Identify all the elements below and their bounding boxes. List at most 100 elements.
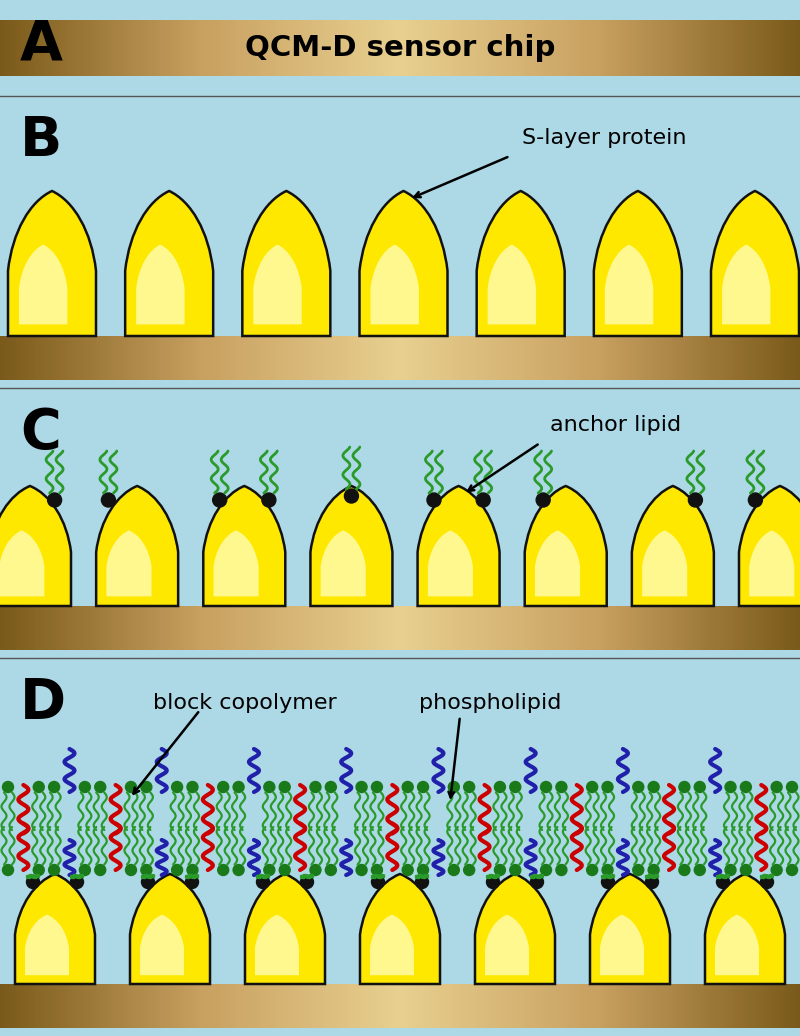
Circle shape <box>541 864 551 875</box>
Circle shape <box>371 864 382 875</box>
Circle shape <box>448 864 459 875</box>
PathPatch shape <box>370 915 414 975</box>
Circle shape <box>326 864 336 875</box>
Circle shape <box>648 781 659 793</box>
Circle shape <box>648 864 659 875</box>
PathPatch shape <box>125 191 213 336</box>
Circle shape <box>679 864 690 875</box>
PathPatch shape <box>106 530 151 597</box>
PathPatch shape <box>590 874 670 984</box>
PathPatch shape <box>722 244 770 324</box>
Circle shape <box>94 781 106 793</box>
Circle shape <box>218 864 229 875</box>
Circle shape <box>486 875 499 889</box>
Circle shape <box>49 864 60 875</box>
Circle shape <box>279 781 290 793</box>
Circle shape <box>171 781 182 793</box>
PathPatch shape <box>96 486 178 606</box>
Circle shape <box>262 493 276 507</box>
Circle shape <box>749 493 762 507</box>
Circle shape <box>187 864 198 875</box>
Circle shape <box>371 781 382 793</box>
PathPatch shape <box>605 244 654 324</box>
PathPatch shape <box>600 915 644 975</box>
Circle shape <box>126 781 137 793</box>
Circle shape <box>70 875 83 889</box>
Circle shape <box>371 875 385 889</box>
PathPatch shape <box>359 191 447 336</box>
Circle shape <box>2 781 14 793</box>
PathPatch shape <box>715 915 759 975</box>
Circle shape <box>279 864 290 875</box>
Circle shape <box>761 875 774 889</box>
Circle shape <box>2 864 14 875</box>
PathPatch shape <box>535 530 580 597</box>
Circle shape <box>415 875 429 889</box>
Circle shape <box>786 781 798 793</box>
Text: anchor lipid: anchor lipid <box>550 415 681 435</box>
Circle shape <box>257 875 270 889</box>
Circle shape <box>126 864 137 875</box>
Circle shape <box>264 781 275 793</box>
PathPatch shape <box>8 191 96 336</box>
PathPatch shape <box>477 191 565 336</box>
Text: D: D <box>20 677 66 730</box>
Text: block copolymer: block copolymer <box>153 693 337 713</box>
Circle shape <box>301 875 314 889</box>
Circle shape <box>494 864 506 875</box>
Circle shape <box>586 864 598 875</box>
Circle shape <box>740 864 751 875</box>
PathPatch shape <box>525 486 606 606</box>
Circle shape <box>586 781 598 793</box>
Circle shape <box>310 781 321 793</box>
PathPatch shape <box>214 530 258 597</box>
Circle shape <box>142 875 154 889</box>
PathPatch shape <box>485 915 529 975</box>
PathPatch shape <box>255 915 299 975</box>
Circle shape <box>34 864 44 875</box>
Circle shape <box>102 493 115 507</box>
Circle shape <box>541 781 551 793</box>
Circle shape <box>530 875 543 889</box>
Circle shape <box>233 781 244 793</box>
PathPatch shape <box>130 874 210 984</box>
Circle shape <box>213 493 226 507</box>
Circle shape <box>536 493 550 507</box>
Circle shape <box>345 489 358 503</box>
Circle shape <box>633 864 644 875</box>
Circle shape <box>26 875 39 889</box>
PathPatch shape <box>488 244 536 324</box>
Circle shape <box>464 781 474 793</box>
PathPatch shape <box>321 530 366 597</box>
PathPatch shape <box>632 486 714 606</box>
PathPatch shape <box>0 530 44 597</box>
Circle shape <box>771 864 782 875</box>
Circle shape <box>464 864 474 875</box>
Text: phospholipid: phospholipid <box>419 693 561 713</box>
Circle shape <box>418 781 429 793</box>
Circle shape <box>646 875 658 889</box>
Circle shape <box>187 781 198 793</box>
Circle shape <box>694 781 706 793</box>
Circle shape <box>171 864 182 875</box>
Circle shape <box>679 781 690 793</box>
PathPatch shape <box>25 915 69 975</box>
Circle shape <box>633 781 644 793</box>
Circle shape <box>448 781 459 793</box>
PathPatch shape <box>310 486 393 606</box>
Circle shape <box>494 781 506 793</box>
PathPatch shape <box>370 244 419 324</box>
Circle shape <box>427 493 441 507</box>
Circle shape <box>94 864 106 875</box>
PathPatch shape <box>0 486 71 606</box>
Circle shape <box>725 781 736 793</box>
Circle shape <box>79 864 90 875</box>
PathPatch shape <box>750 530 794 597</box>
Text: A: A <box>20 18 63 71</box>
PathPatch shape <box>19 244 67 324</box>
Circle shape <box>771 781 782 793</box>
PathPatch shape <box>428 530 473 597</box>
Circle shape <box>786 864 798 875</box>
Circle shape <box>141 781 152 793</box>
Circle shape <box>510 864 521 875</box>
